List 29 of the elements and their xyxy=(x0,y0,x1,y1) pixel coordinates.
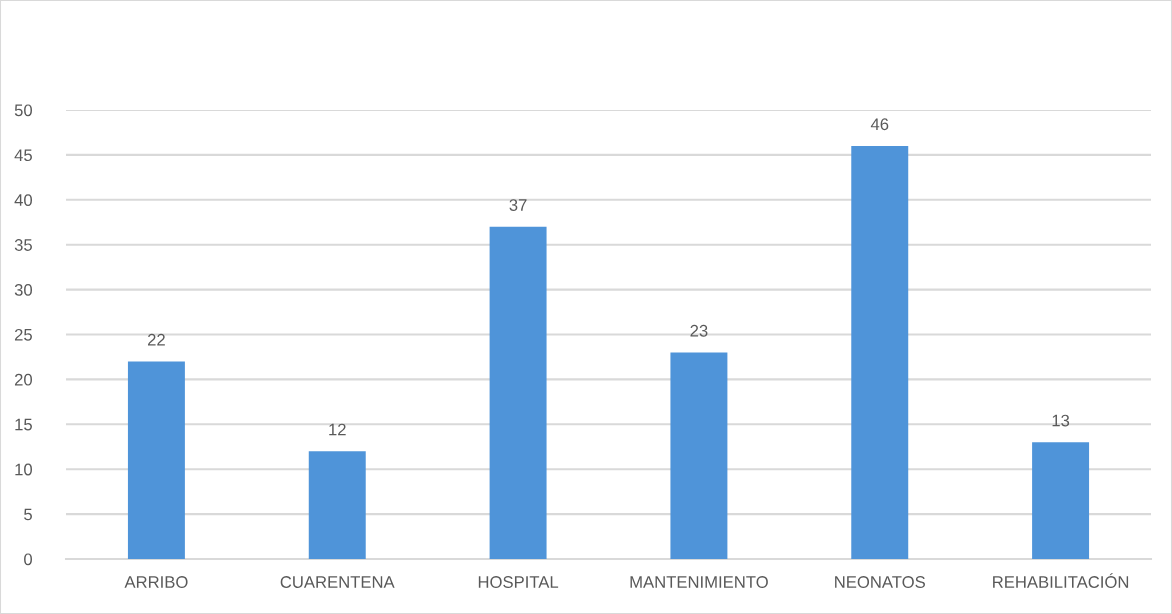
bar xyxy=(127,361,185,559)
y-tick-label: 30 xyxy=(14,284,33,296)
x-tick-label: CUARENTENA xyxy=(280,576,395,588)
x-tick-label: HOSPITAL xyxy=(478,576,559,588)
x-tick-label: MANTENIMIENTO xyxy=(630,576,768,588)
y-tick-label: 25 xyxy=(14,328,32,341)
y-tick-label: 20 xyxy=(14,373,33,386)
bar xyxy=(670,352,728,559)
data-label: 22 xyxy=(147,333,165,346)
x-tick-label: NEONATOS xyxy=(835,576,925,588)
y-tick-label: 45 xyxy=(14,149,32,162)
y-tick-label: 0 xyxy=(24,553,33,566)
data-label: 46 xyxy=(870,118,889,131)
bar xyxy=(308,451,366,559)
bar xyxy=(851,145,909,559)
y-tick-label: 35 xyxy=(14,239,32,251)
data-label: 23 xyxy=(690,324,708,337)
x-tick-label: ARRIBO xyxy=(124,576,188,588)
data-label: 13 xyxy=(1052,414,1070,427)
y-tick-label: 15 xyxy=(15,418,32,431)
data-label: 37 xyxy=(509,199,527,211)
y-tick-label: 40 xyxy=(14,194,33,206)
y-tick-label: 10 xyxy=(15,463,33,476)
y-tick-label: 50 xyxy=(14,104,33,117)
y-tick-label: 5 xyxy=(24,508,32,521)
bar xyxy=(1032,442,1090,559)
x-tick-label: REHABILITACIÓN xyxy=(993,573,1129,588)
data-label: 12 xyxy=(329,423,346,436)
bar xyxy=(489,226,547,559)
